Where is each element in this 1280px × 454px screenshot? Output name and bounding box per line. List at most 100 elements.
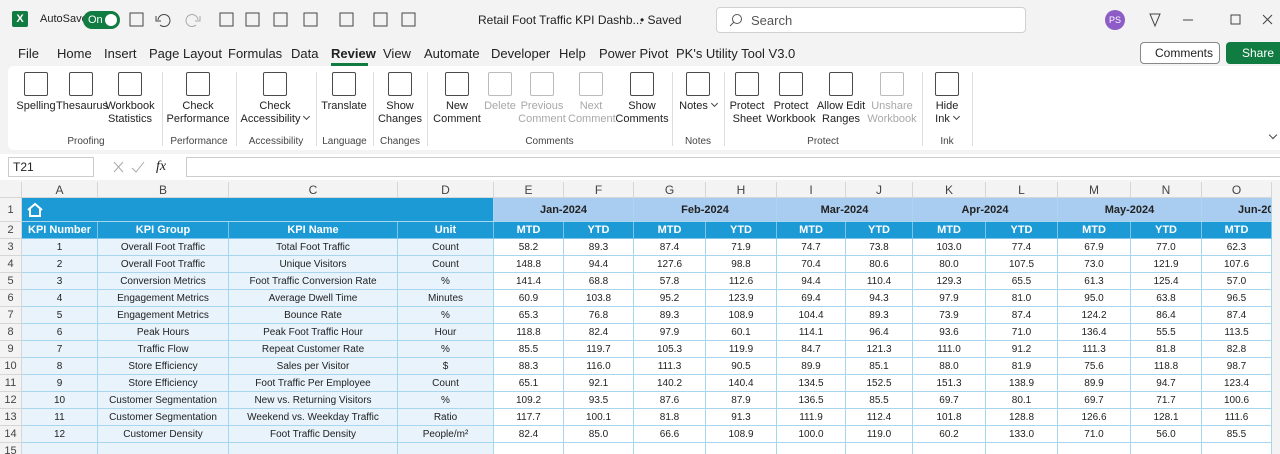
data-cell[interactable]: 121.3 (846, 341, 913, 358)
data-cell[interactable]: 151.3 (913, 375, 986, 392)
calc-icon[interactable] (339, 12, 354, 27)
data-cell[interactable]: 55.5 (1131, 324, 1202, 341)
data-cell[interactable]: % (398, 392, 494, 409)
ribbon-button[interactable]: Translate (318, 100, 370, 113)
row-header[interactable]: 8 (0, 324, 22, 341)
data-cell[interactable]: 97.9 (634, 324, 706, 341)
empty-cell[interactable] (398, 443, 494, 454)
data-cell[interactable]: 6 (22, 324, 98, 341)
restore[interactable] (1230, 14, 1241, 25)
form-icon[interactable] (373, 12, 388, 27)
print-icon[interactable] (401, 12, 416, 27)
column-header[interactable]: A (22, 182, 98, 198)
empty-cell[interactable] (1058, 443, 1131, 454)
data-cell[interactable]: 89.9 (1058, 375, 1131, 392)
menu-tab[interactable]: Power Pivot (599, 46, 669, 61)
data-cell[interactable]: 71.0 (1058, 426, 1131, 443)
data-cell[interactable]: 111.0 (913, 341, 986, 358)
column-header[interactable]: K (913, 182, 986, 198)
data-cell[interactable]: 71.7 (1131, 392, 1202, 409)
data-cell[interactable]: 73.0 (1058, 256, 1131, 273)
row-header[interactable]: 2 (0, 222, 22, 239)
data-cell[interactable]: 111.3 (634, 358, 706, 375)
data-cell[interactable]: 101.8 (913, 409, 986, 426)
data-cell[interactable]: 80.0 (913, 256, 986, 273)
data-cell[interactable]: Count (398, 375, 494, 392)
data-cell[interactable]: 118.8 (494, 324, 564, 341)
menu-tab[interactable]: Data (291, 46, 319, 61)
data-cell[interactable]: 87.6 (634, 392, 706, 409)
menu-tab[interactable]: Review (331, 46, 376, 61)
data-cell[interactable]: Sales per Visitor (229, 358, 398, 375)
data-cell[interactable]: 86.4 (1131, 307, 1202, 324)
comments-button[interactable]: Comments (1140, 42, 1220, 64)
column-header[interactable]: N (1131, 182, 1202, 198)
column-header[interactable]: D (398, 182, 494, 198)
data-cell[interactable]: 138.9 (986, 375, 1058, 392)
data-cell[interactable]: 89.3 (564, 239, 634, 256)
row-header[interactable]: 4 (0, 256, 22, 273)
data-cell[interactable]: 94.7 (1131, 375, 1202, 392)
data-cell[interactable]: 60.1 (706, 324, 777, 341)
data-cell[interactable]: 119.7 (564, 341, 634, 358)
close[interactable] (1262, 14, 1273, 25)
save-icon[interactable] (129, 12, 144, 27)
ribbon-button[interactable]: Allow Edit Ranges (813, 100, 869, 126)
data-cell[interactable]: 80.1 (986, 392, 1058, 409)
data-cell[interactable]: 4 (22, 290, 98, 307)
data-cell[interactable]: 110.4 (846, 273, 913, 290)
data-cell[interactable]: 126.6 (1058, 409, 1131, 426)
data-cell[interactable]: 85.1 (846, 358, 913, 375)
empty-cell[interactable] (1202, 443, 1272, 454)
redo-icon[interactable] (185, 14, 201, 27)
data-cell[interactable]: 71.0 (986, 324, 1058, 341)
formula-input[interactable] (186, 157, 1280, 177)
data-cell[interactable]: Customer Segmentation (98, 409, 229, 426)
data-cell[interactable]: Count (398, 239, 494, 256)
data-cell[interactable]: 123.4 (1202, 375, 1272, 392)
row-header[interactable]: 10 (0, 358, 22, 375)
empty-cell[interactable] (777, 443, 846, 454)
menu-tab[interactable]: Automate (424, 46, 480, 61)
row-header[interactable]: 12 (0, 392, 22, 409)
row-header[interactable]: 15 (0, 443, 22, 454)
ribbon-button[interactable]: Thesaurus (56, 100, 108, 113)
data-cell[interactable]: 108.9 (706, 307, 777, 324)
data-cell[interactable]: 12 (22, 426, 98, 443)
data-cell[interactable]: 95.2 (634, 290, 706, 307)
data-cell[interactable]: Unique Visitors (229, 256, 398, 273)
data-cell[interactable]: 89.3 (634, 307, 706, 324)
data-cell[interactable]: 10 (22, 392, 98, 409)
empty-cell[interactable] (564, 443, 634, 454)
data-cell[interactable]: 80.6 (846, 256, 913, 273)
data-cell[interactable]: 65.5 (986, 273, 1058, 290)
data-cell[interactable]: Average Dwell Time (229, 290, 398, 307)
undo-icon[interactable] (155, 14, 171, 27)
data-cell[interactable]: 68.8 (564, 273, 634, 290)
data-cell[interactable]: 96.4 (846, 324, 913, 341)
data-cell[interactable]: 94.4 (564, 256, 634, 273)
data-cell[interactable]: % (398, 341, 494, 358)
data-cell[interactable]: 75.6 (1058, 358, 1131, 375)
empty-cell[interactable] (706, 443, 777, 454)
data-cell[interactable]: 8 (22, 358, 98, 375)
ribbon-button[interactable]: Hide Ink (929, 100, 965, 126)
data-cell[interactable]: 98.7 (1202, 358, 1272, 375)
sort-icon[interactable] (303, 12, 318, 27)
data-cell[interactable]: Engagement Metrics (98, 307, 229, 324)
data-cell[interactable]: 87.4 (986, 307, 1058, 324)
data-cell[interactable]: % (398, 307, 494, 324)
data-cell[interactable]: 95.0 (1058, 290, 1131, 307)
data-cell[interactable]: 87.9 (706, 392, 777, 409)
data-cell[interactable]: 73.9 (913, 307, 986, 324)
column-header[interactable]: E (494, 182, 564, 198)
cancel-icon[interactable] (113, 161, 124, 173)
ribbon-button[interactable]: Check Performance (165, 100, 231, 126)
menu-tab[interactable]: File (18, 46, 39, 61)
data-cell[interactable]: Hour (398, 324, 494, 341)
data-cell[interactable]: 127.6 (634, 256, 706, 273)
data-cell[interactable]: 69.7 (913, 392, 986, 409)
data-cell[interactable]: 90.5 (706, 358, 777, 375)
data-cell[interactable]: 57.0 (1202, 273, 1272, 290)
data-cell[interactable]: Weekend vs. Weekday Traffic (229, 409, 398, 426)
